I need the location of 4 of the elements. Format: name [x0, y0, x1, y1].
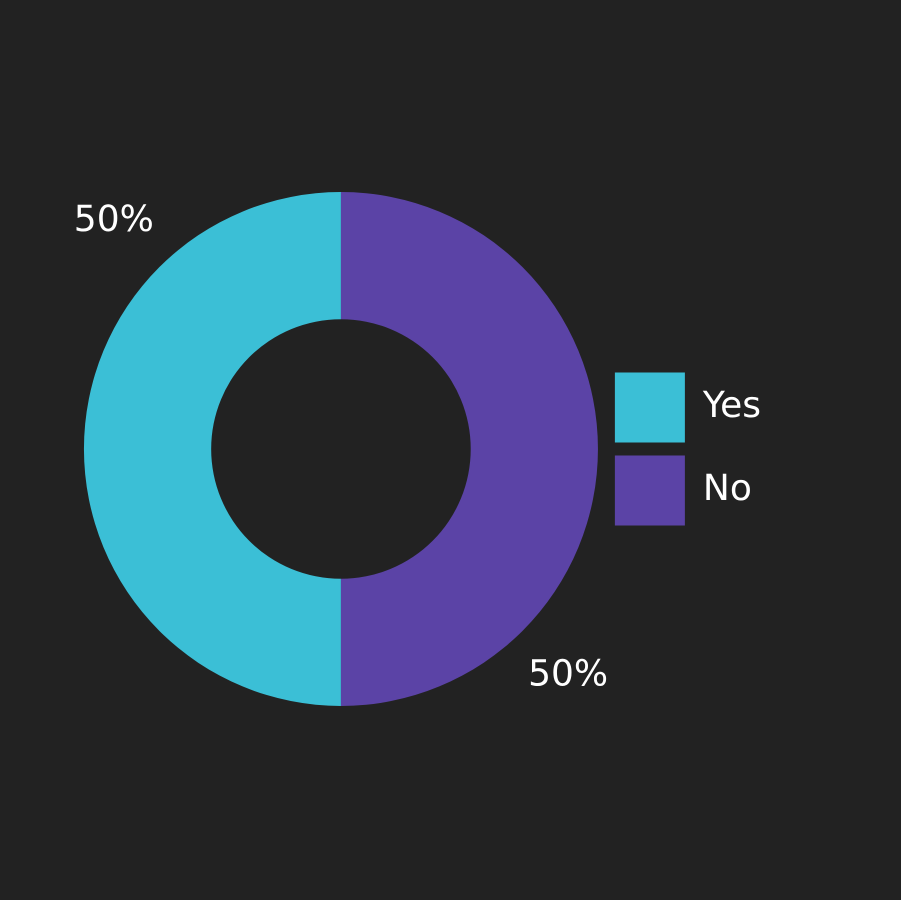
data-label: 50%: [528, 654, 608, 695]
data-label: 50%: [74, 199, 154, 240]
legend-label: No: [702, 468, 752, 509]
legend-label: Yes: [702, 384, 762, 426]
